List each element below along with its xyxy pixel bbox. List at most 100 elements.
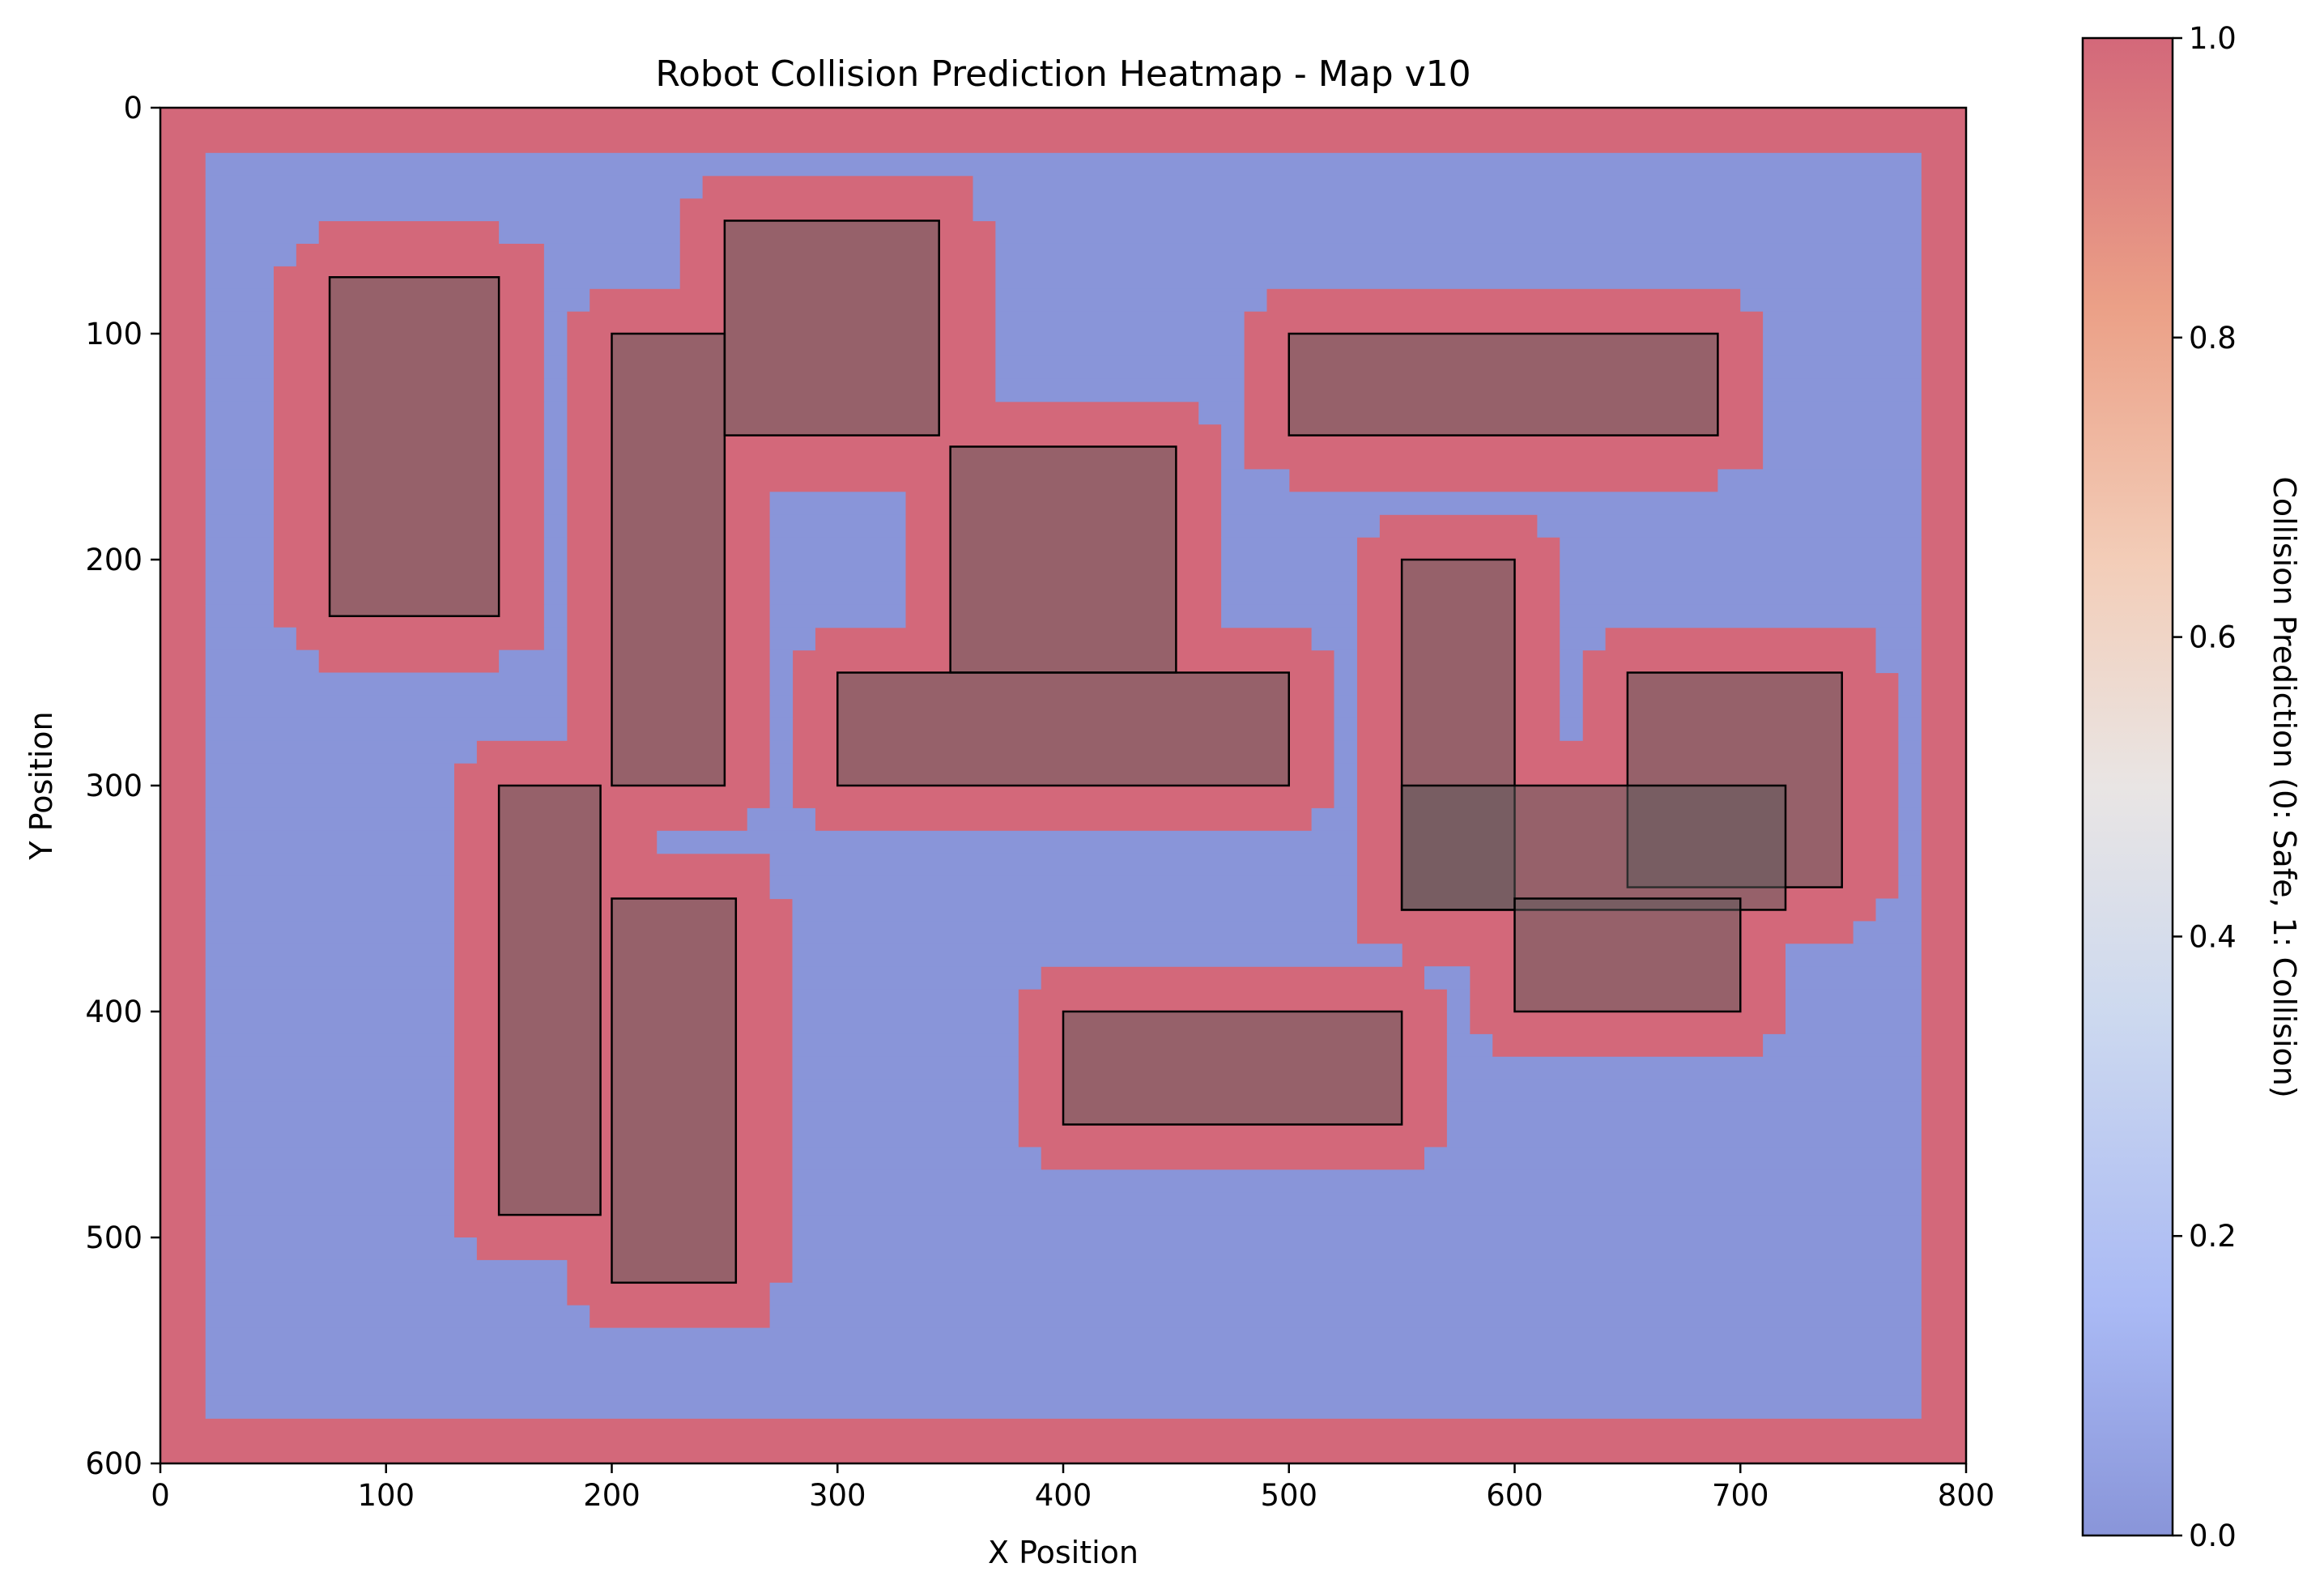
obstacle-2 [611, 332, 726, 787]
x-tick-label: 400 [1035, 1478, 1092, 1513]
y-tick-label: 0 [123, 91, 143, 126]
colorbar-tick-label: 0.2 [2189, 1219, 2237, 1254]
heatmap-cell-safe [205, 943, 454, 967]
chart-title: Robot Collision Prediction Heatmap - Map… [655, 53, 1471, 95]
heatmap-cell-safe [792, 1169, 1922, 1193]
heatmap-cell-safe [205, 695, 568, 718]
heatmap-cell-safe [1446, 1012, 1471, 1035]
obstacle-3 [723, 219, 940, 437]
heatmap-cell-safe [205, 1033, 454, 1058]
heatmap-cell-safe [205, 604, 274, 628]
heatmap-cell-safe [1334, 695, 1357, 718]
heatmap-cell-safe [1221, 469, 1290, 492]
heatmap-cell-safe [543, 446, 568, 470]
heatmap-cell-safe [1560, 627, 1606, 651]
obstacle-4 [949, 445, 1177, 674]
heatmap-cell-safe [543, 604, 568, 628]
heatmap-cell-safe [1763, 378, 1922, 403]
heatmap-cell-safe [1446, 1124, 1922, 1148]
colorbar-tick-label: 0.4 [2189, 919, 2237, 954]
heatmap-cell-safe [543, 356, 568, 380]
heatmap-cell-safe [1740, 288, 1922, 312]
heatmap-cell-safe [1763, 424, 1922, 448]
heatmap-cell-safe [769, 604, 906, 628]
heatmap-cell-safe [769, 492, 906, 515]
heatmap-cell-safe [543, 243, 680, 266]
heatmap-cell-safe [543, 581, 568, 606]
heatmap-cell-safe [1221, 514, 1380, 538]
heatmap-cell-safe [1334, 718, 1357, 741]
obstacle-7 [497, 784, 602, 1216]
heatmap-cell-safe [792, 1033, 1019, 1058]
heatmap-cell-safe [205, 492, 274, 515]
heatmap-cell-safe [205, 1373, 1922, 1396]
heatmap-cell-safe [995, 220, 1922, 244]
heatmap-cell-safe [1198, 401, 1245, 425]
heatmap-cell-safe [205, 718, 568, 741]
heatmap-cell-safe [792, 1147, 1041, 1170]
x-tick-label: 300 [809, 1478, 866, 1513]
plot-area [159, 106, 1968, 1465]
heatmap-cell-safe [1424, 966, 1471, 990]
heatmap-cell-safe [769, 537, 906, 560]
heatmap-cell-safe [792, 1192, 1922, 1216]
heatmap-cell-safe [1221, 537, 1357, 560]
heatmap-cell-safe [205, 1259, 568, 1284]
heatmap-cell-safe [205, 763, 454, 786]
heatmap-cell-safe [205, 198, 680, 222]
heatmap-cell-safe [205, 627, 296, 651]
heatmap-cell-safe [1334, 763, 1357, 786]
heatmap-cell-safe [1786, 943, 1922, 967]
heatmap-cell-safe [1898, 830, 1922, 854]
heatmap-cell-safe [769, 1305, 1922, 1329]
heatmap-cell-safe [1560, 604, 1922, 628]
heatmap-cell-safe [1560, 581, 1922, 606]
heatmap-cell-safe [205, 288, 274, 312]
heatmap-cell-safe [1446, 1079, 1922, 1103]
heatmap-cell-safe [1221, 492, 1922, 515]
heatmap-cell-safe [769, 875, 1357, 900]
colorbar-tick-label: 0.6 [2189, 620, 2237, 655]
heatmap-cell-safe [1221, 424, 1245, 448]
heatmap-cell-safe [205, 1101, 454, 1126]
heatmap-cells [205, 152, 1922, 1419]
heatmap-cell-safe [995, 266, 1922, 289]
heatmap-cell-safe [205, 537, 274, 560]
heatmap-cell-safe [1221, 560, 1357, 583]
heatmap-cell-safe [205, 514, 274, 538]
heatmap-cell-safe [543, 537, 568, 560]
heatmap-cell-safe [1221, 604, 1357, 628]
heatmap-cell-safe [543, 311, 568, 334]
heatmap-cell-safe [205, 266, 274, 289]
colorbar-ticks: 0.0 0.2 0.4 0.6 0.8 1.0 [2173, 21, 2237, 1553]
heatmap-cell-safe [543, 492, 568, 515]
heatmap-cell-safe [792, 1012, 1019, 1035]
heatmap-cell-safe [1898, 695, 1922, 718]
heatmap-cell-safe [1763, 1033, 1922, 1058]
obstacle-8 [611, 897, 738, 1284]
heatmap-cell-safe [1311, 807, 1357, 832]
heatmap-cell-safe [1875, 627, 1922, 651]
heatmap-cell-safe [205, 1350, 1922, 1374]
obstacle-layer [328, 219, 1843, 1284]
heatmap-cell-safe [792, 898, 1357, 922]
y-axis: 0 100 200 300 400 500 600 [85, 91, 160, 1481]
heatmap-cell-safe [543, 378, 568, 403]
heatmap-cell-safe [792, 1101, 1019, 1126]
y-axis-label: Y Position [23, 711, 59, 860]
heatmap-cell-safe [792, 989, 1019, 1012]
heatmap-cell-safe [973, 198, 1922, 222]
y-tick-label: 500 [85, 1220, 143, 1255]
heatmap-cell-safe [1875, 650, 1922, 674]
heatmap-cell-safe [769, 695, 794, 718]
heatmap-cell-safe [769, 672, 794, 696]
heatmap-cell-safe [1446, 1033, 1493, 1058]
heatmap-cell-safe [205, 875, 454, 900]
heatmap-cell-safe [1898, 807, 1922, 832]
heatmap-cell-safe [543, 424, 568, 448]
x-tick-label: 800 [1938, 1478, 1995, 1513]
heatmap-cell-safe [1898, 875, 1922, 900]
colorbar-tick-label: 0.0 [2189, 1518, 2237, 1553]
heatmap-cell-safe [205, 1124, 454, 1148]
heatmap-cell-safe [205, 334, 274, 357]
